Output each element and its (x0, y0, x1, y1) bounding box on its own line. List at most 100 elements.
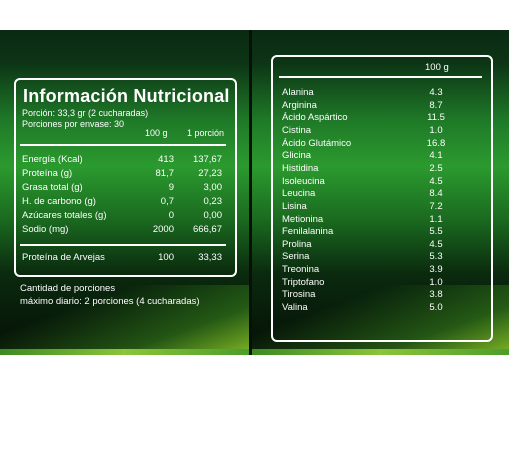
row-value-serving: 3,00 (203, 182, 223, 193)
list-item: Ácido Aspártico 11.5 (282, 112, 482, 125)
amino-acid-name: Cistina (282, 124, 312, 136)
servings-per-container: Porciones por envase: 30 (22, 119, 125, 129)
servings-note-line1: Cantidad de porciones (20, 283, 116, 294)
amino-acid-value: 4.5 (429, 175, 443, 187)
list-item: Arginina 8.7 (282, 100, 482, 113)
amino-acid-value: 3.8 (429, 289, 443, 301)
amino-acid-value: 8.7 (429, 99, 443, 111)
list-item: Tirosina 3.8 (282, 289, 482, 302)
amino-acid-name: Ácido Glutámico (282, 137, 352, 149)
amino-header-rule (279, 76, 482, 78)
amino-acid-name: Isoleucina (282, 175, 325, 187)
row-label: Sodio (mg) (22, 224, 69, 235)
list-item: Isoleucina 4.5 (282, 176, 482, 189)
list-item: Histidina 2.5 (282, 163, 482, 176)
row-value-serving: 0,00 (203, 210, 223, 221)
table-row: Proteína de Arvejas 100 33,33 (22, 252, 222, 265)
list-item: Alanina 4.3 (282, 87, 482, 100)
row-value-100g: 100 (158, 252, 174, 263)
nutrition-panel-left (0, 30, 249, 355)
table-row: H. de carbono (g) 0,7 0,23 (22, 196, 222, 209)
amino-acid-value: 1.0 (429, 276, 443, 288)
nutrition-title: Información Nutricional (23, 86, 230, 106)
table-row: Sodio (mg) 2000 666,67 (22, 224, 222, 237)
amino-acid-value: 7.2 (429, 200, 443, 212)
background-light-streak (0, 285, 249, 355)
column-header-serving: 1 porción (187, 128, 225, 138)
row-label: Grasa total (g) (22, 182, 83, 193)
list-item: Cistina 1.0 (282, 125, 482, 138)
amino-acid-name: Triptofano (282, 276, 325, 288)
panel-divider (249, 30, 252, 355)
row-value-100g: 81,7 (155, 168, 175, 179)
amino-acid-value: 11.5 (427, 112, 445, 124)
amino-acid-name: Valina (282, 302, 308, 314)
list-item: Glicina 4.1 (282, 150, 482, 163)
amino-acid-name: Histidina (282, 162, 319, 174)
amino-acid-value: 5.5 (429, 226, 443, 238)
row-value-100g: 0 (168, 210, 174, 221)
amino-acid-box (271, 55, 493, 342)
list-item: Serina 5.3 (282, 251, 482, 264)
section-rule (20, 244, 226, 246)
list-item: Lisina 7.2 (282, 201, 482, 214)
amino-acid-name: Lisina (282, 200, 307, 212)
amino-acid-value: 4.3 (429, 87, 443, 98)
row-value-serving: 137,67 (192, 154, 222, 165)
amino-acid-name: Fenilalanina (282, 226, 334, 238)
panel-bottom-line (252, 349, 509, 355)
list-item: Prolina 4.5 (282, 239, 482, 252)
amino-acid-value: 1.0 (429, 124, 443, 136)
list-item: Treonina 3.9 (282, 264, 482, 277)
row-label: Azúcares totales (g) (22, 210, 107, 221)
amino-acid-value: 16.8 (426, 137, 446, 149)
list-item: Ácido Glutámico 16.8 (282, 138, 482, 151)
list-item: Leucina 8.4 (282, 188, 482, 201)
amino-acid-value: 8.4 (429, 188, 443, 200)
amino-acid-value: 3.9 (429, 264, 443, 276)
row-value-serving: 27,23 (198, 168, 222, 179)
row-label: Energía (Kcal) (22, 154, 83, 165)
amino-acid-name: Metionina (282, 213, 324, 225)
amino-column-header: 100 g (425, 62, 449, 73)
column-header-100g: 100 g (145, 128, 168, 138)
amino-acid-value: 2.5 (429, 162, 443, 174)
list-item: Valina 5.0 (282, 302, 482, 315)
amino-acid-name: Arginina (282, 99, 317, 111)
amino-acid-name: Glicina (282, 150, 312, 162)
servings-note-line2: máximo diario: 2 porciones (4 cucharadas… (20, 296, 200, 307)
amino-acid-value: 4.1 (429, 150, 443, 162)
nutrition-facts-box (14, 78, 237, 277)
amino-acid-value: 5.0 (429, 302, 443, 314)
header-rule (20, 144, 226, 146)
list-item: Fenilalanina 5.5 (282, 226, 482, 239)
panel-bottom-line (0, 349, 249, 355)
row-value-serving: 0,23 (203, 196, 223, 207)
row-value-100g: 413 (158, 154, 174, 165)
list-item: Triptofano 1.0 (282, 277, 482, 290)
list-item: Metionina 1.1 (282, 214, 482, 227)
row-label: Proteína (g) (22, 168, 73, 179)
row-value-100g: 9 (168, 182, 174, 193)
table-row: Proteína (g) 81,7 27,23 (22, 168, 222, 181)
row-label: Proteína de Arvejas (22, 252, 105, 263)
amino-acid-value: 4.5 (429, 238, 443, 250)
amino-acid-name: Treonina (282, 264, 320, 276)
row-label: H. de carbono (g) (22, 196, 96, 207)
row-value-100g: 2000 (152, 224, 174, 235)
table-row: Energía (Kcal) 413 137,67 (22, 154, 222, 167)
row-value-100g: 0,7 (160, 196, 174, 207)
background-light-streak (252, 285, 509, 355)
row-value-serving: 666,67 (192, 224, 222, 235)
amino-acid-name: Tirosina (282, 289, 316, 301)
amino-acid-name: Alanina (282, 87, 314, 98)
table-row: Grasa total (g) 9 3,00 (22, 182, 222, 195)
row-value-serving: 33,33 (198, 252, 222, 263)
top-white-band (0, 0, 509, 30)
amino-acid-panel-right (252, 30, 509, 355)
amino-acid-value: 5.3 (429, 251, 443, 263)
amino-acid-name: Serina (282, 251, 310, 263)
table-row: Azúcares totales (g) 0 0,00 (22, 210, 222, 223)
amino-acid-name: Ácido Aspártico (282, 112, 348, 124)
amino-acid-name: Leucina (282, 188, 316, 200)
